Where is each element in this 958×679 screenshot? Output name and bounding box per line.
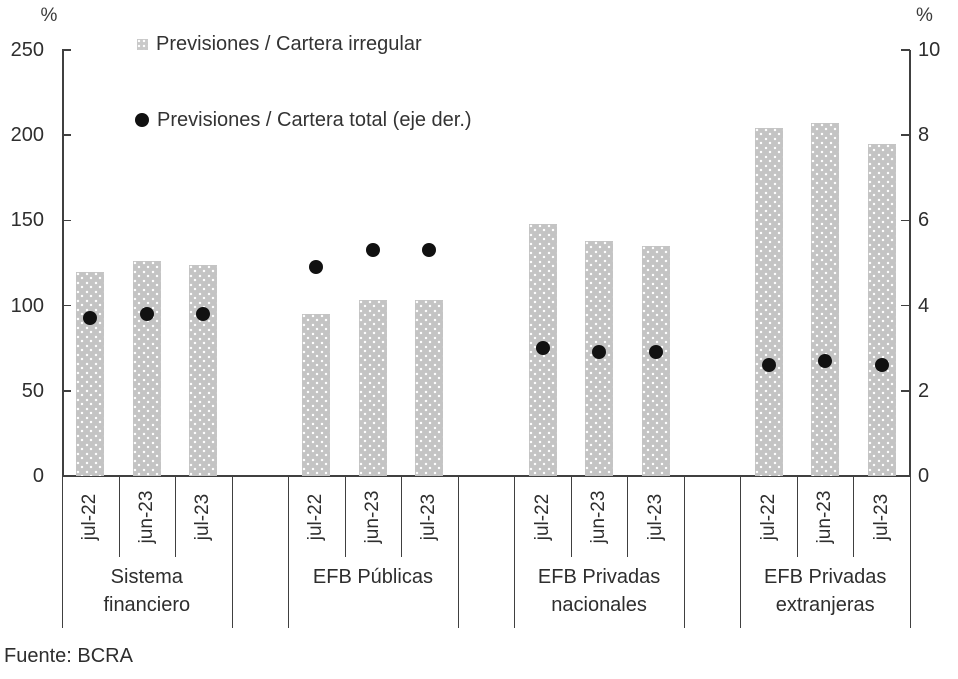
category-divider-line	[344, 476, 346, 557]
right-axis-tick-label: 2	[918, 379, 930, 402]
right-axis-tick-label: 0	[918, 465, 930, 487]
left-axis-tick	[62, 134, 71, 136]
left-axis-unit-label: %	[40, 5, 58, 26]
right-axis-tick	[901, 49, 910, 51]
left-y-axis-line	[62, 50, 64, 476]
group-label-line: EFB Privadas	[764, 566, 887, 588]
right-axis-tick-label: 4	[918, 294, 930, 317]
group-divider-line	[910, 476, 911, 628]
right-y-axis-line	[909, 50, 911, 476]
right-axis-tick-label: 8	[918, 124, 930, 147]
dot-jun-23-group3	[592, 345, 607, 360]
group-label-line: EFB Públicas	[312, 566, 433, 588]
right-axis-tick-label: 10	[918, 39, 941, 61]
dot-jun-23-group4	[818, 353, 833, 368]
dot-jul-22-group1	[83, 311, 98, 326]
legend-label-bar-series: Previsiones / Cartera irregular	[156, 32, 422, 55]
category-divider-line	[570, 476, 572, 557]
left-axis-tick-label: 150	[10, 209, 44, 232]
left-axis-tick	[62, 390, 71, 392]
left-axis-tick	[62, 219, 71, 222]
category-label: jul-23	[644, 493, 666, 540]
dot-jun-23-group2	[365, 243, 380, 258]
dot-jul-23-group4	[874, 358, 889, 373]
category-divider-line	[627, 476, 629, 557]
group-divider-line	[740, 476, 742, 628]
dot-jul-23-group3	[648, 345, 663, 360]
category-divider-line	[118, 476, 120, 557]
bar-series-swatch-icon	[137, 38, 148, 50]
legend-label-dot-series: Previsiones / Cartera total (eje der.)	[157, 108, 472, 131]
category-label: jul-23	[192, 493, 214, 540]
dot-jun-23-group1	[139, 307, 154, 322]
category-divider-line	[796, 476, 798, 557]
dot-jul-22-group2	[309, 260, 324, 275]
left-axis-tick-label: 100	[10, 294, 44, 317]
bar-jul-23-group2	[415, 300, 444, 476]
left-axis-tick	[62, 475, 71, 477]
left-axis-tick	[62, 49, 71, 51]
right-axis-unit-label: %	[916, 5, 933, 26]
category-label: jul-22	[757, 493, 779, 540]
bar-jul-22-group1	[76, 271, 105, 476]
dot-jul-23-group2	[422, 243, 437, 258]
bar-jul-23-group4	[867, 143, 896, 476]
group-divider-line	[683, 476, 685, 628]
category-label: jul-22	[79, 493, 101, 540]
group-divider-line	[457, 476, 459, 628]
right-axis-tick	[901, 304, 910, 307]
dot-series-swatch-icon	[135, 113, 149, 127]
right-axis-tick	[901, 390, 910, 392]
right-axis-tick	[901, 475, 910, 477]
dot-jul-22-group3	[535, 341, 550, 356]
group-divider-line	[514, 476, 516, 628]
category-divider-line	[175, 476, 177, 557]
category-label: jun-23	[588, 490, 610, 543]
category-label: jun-23	[135, 490, 157, 543]
category-label: jun-23	[814, 490, 836, 543]
right-axis-tick	[901, 134, 910, 136]
x-axis-line	[62, 475, 910, 477]
category-label: jun-23	[361, 490, 383, 543]
category-divider-line	[401, 476, 403, 557]
left-axis-tick	[62, 304, 71, 307]
right-axis-tick	[901, 219, 910, 222]
bar-jun-23-group1	[132, 261, 161, 476]
bar-jun-23-group4	[811, 123, 840, 476]
category-label: jul-22	[531, 493, 553, 540]
group-label-line: nacionales	[551, 594, 647, 616]
category-label: jul-23	[870, 493, 892, 540]
bar-jul-22-group4	[754, 128, 783, 476]
bar-jul-22-group2	[302, 314, 331, 476]
bar-jun-23-group2	[358, 300, 387, 476]
group-label-line: financiero	[103, 594, 191, 616]
right-axis-tick-label: 6	[918, 209, 930, 232]
group-divider-line	[231, 476, 233, 628]
group-divider-line	[288, 476, 290, 628]
dot-jul-23-group1	[196, 307, 211, 322]
category-divider-line	[853, 476, 855, 557]
left-axis-tick-label: 250	[10, 39, 44, 61]
group-divider-line	[62, 476, 63, 628]
bar-jul-23-group3	[641, 245, 670, 476]
group-label-line: Sistema	[110, 566, 183, 588]
category-label: jul-22	[305, 493, 327, 540]
legend-item-bar-series: Previsiones / Cartera irregular	[137, 33, 422, 55]
dot-jul-22-group4	[761, 358, 776, 373]
left-axis-tick-label: 0	[32, 465, 44, 487]
group-label-line: extranjeras	[775, 594, 875, 616]
category-label: jul-23	[418, 493, 440, 540]
bar-jul-23-group1	[189, 264, 218, 476]
left-axis-tick-label: 50	[21, 379, 44, 402]
source-note: Fuente: BCRA	[4, 645, 133, 667]
legend-item-dot-series: Previsiones / Cartera total (eje der.)	[135, 108, 472, 132]
bar-jul-22-group3	[528, 223, 557, 476]
group-label-line: EFB Privadas	[537, 566, 661, 588]
left-axis-tick-label: 200	[10, 124, 44, 147]
